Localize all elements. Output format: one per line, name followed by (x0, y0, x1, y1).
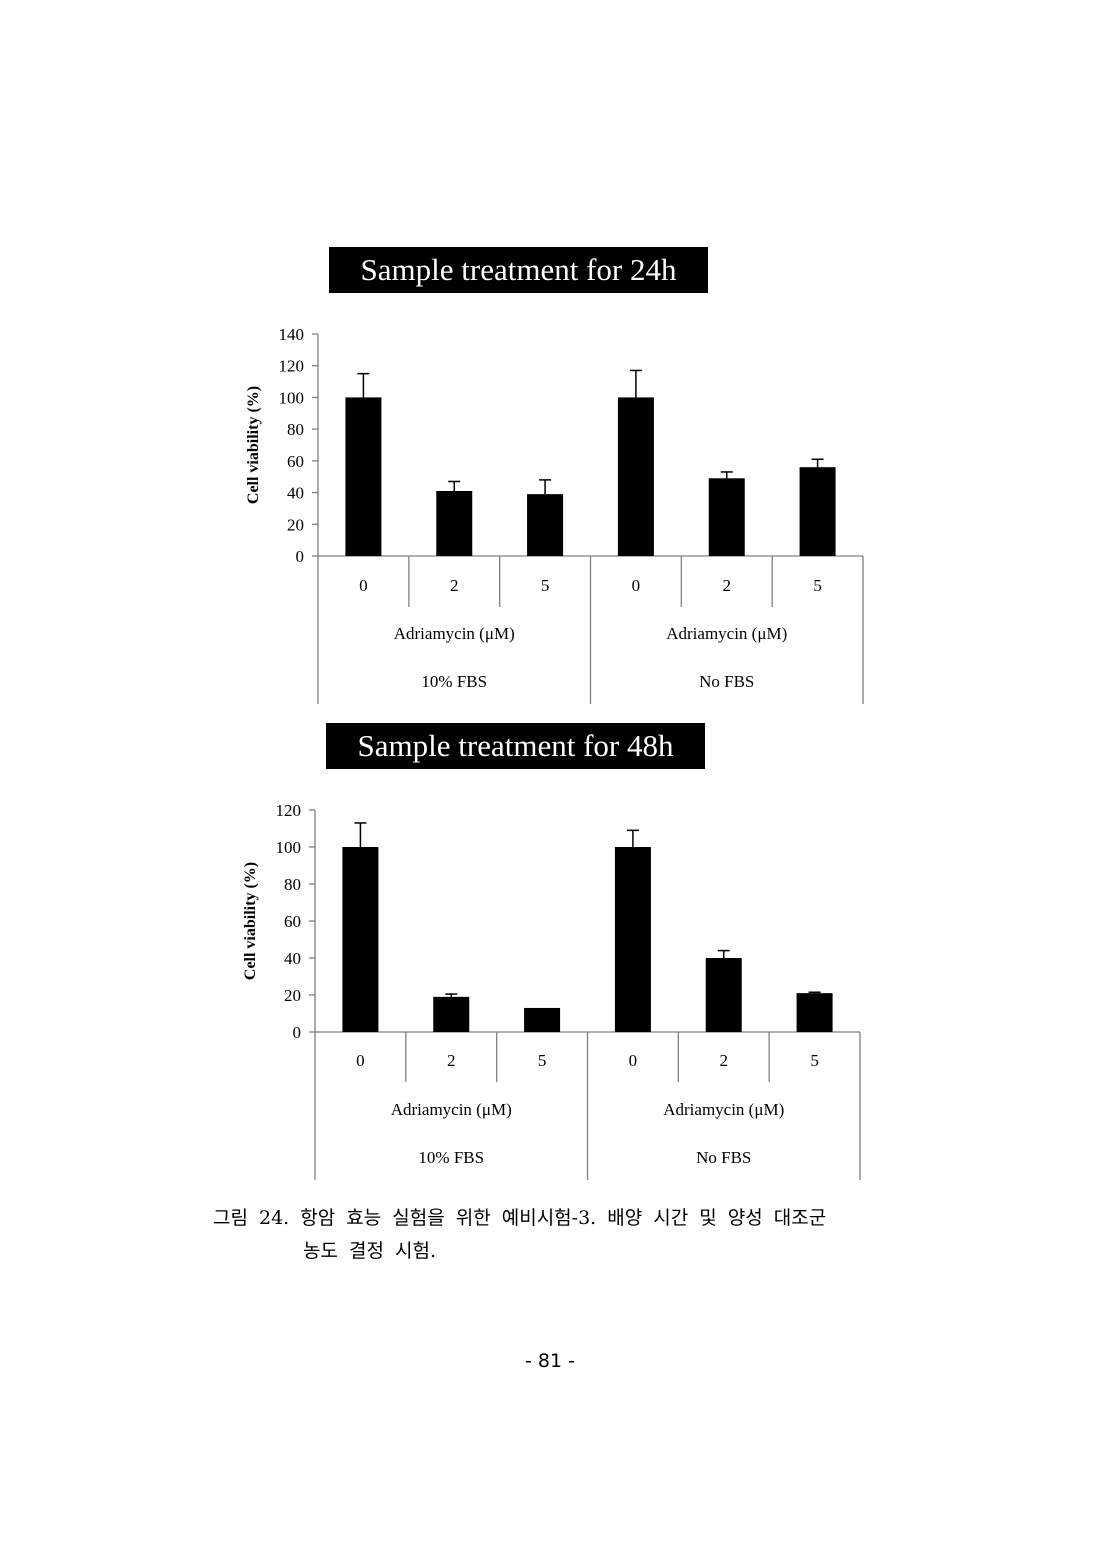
chart24-y-tick-label: 40 (287, 484, 304, 503)
chart24-y-tick-label: 80 (287, 420, 304, 439)
chart48-y-tick-label: 60 (284, 912, 301, 931)
chart24-group-condition-label: No FBS (699, 672, 754, 691)
chart48-bar-1 (342, 847, 379, 1032)
chart48-bar-3 (524, 1007, 561, 1032)
chart48-y-tick-label: 100 (276, 838, 302, 857)
chart48-category-label: 0 (629, 1051, 638, 1070)
chart24-category-label: 0 (359, 576, 368, 595)
chart24-y-axis-label: Cell viability (%) (245, 386, 262, 504)
chart48-y-tick-label: 40 (284, 949, 301, 968)
chart24-group-condition-label: 10% FBS (421, 672, 487, 691)
chart24-bar-4 (617, 397, 654, 556)
chart48-category-label: 5 (810, 1051, 819, 1070)
bar-chart-48h: 0 20 40 60 80 100 120 Cell viability (%) 0 2 5 0 2 5 A… (242, 801, 861, 1180)
chart48-category-label: 5 (538, 1051, 547, 1070)
chart24-category-label: 0 (632, 576, 641, 595)
chart48-bar-4 (614, 847, 651, 1032)
chart24-y-tick-label: 0 (296, 547, 305, 566)
bar-chart-24h: 0 20 40 60 80 100 120 140 Cell viability (%) 0 2 5 0… (245, 325, 864, 704)
chart48-group-axis-label: Adriamycin (μM) (391, 1100, 512, 1119)
chart48-bar-2 (433, 996, 470, 1032)
chart48-category-label: 0 (356, 1051, 365, 1070)
chart48-y-axis-label: Cell viability (%) (242, 862, 259, 980)
figure-caption-line2: 농도 결정 시험. (303, 1240, 436, 1262)
chart24-category-label: 2 (723, 576, 732, 595)
chart48-category-label: 2 (447, 1051, 456, 1070)
chart24-group-axis-label: Adriamycin (μM) (666, 624, 787, 643)
figure-caption-line1: 그림 24. 항암 효능 실험을 위한 예비시험-3. 배양 시간 및 양성 대… (213, 1207, 827, 1229)
chart-title-48h: Sample treatment for 48h (326, 723, 705, 769)
chart48-group-axis-label: Adriamycin (μM) (663, 1100, 784, 1119)
chart24-category-label: 2 (450, 576, 459, 595)
chart-title-24h: Sample treatment for 24h (329, 247, 708, 293)
chart48-group-condition-label: 10% FBS (418, 1148, 484, 1167)
chart48-y-tick-label: 20 (284, 986, 301, 1005)
chart24-bar-5 (708, 478, 745, 556)
chart24-category-label: 5 (541, 576, 550, 595)
chart24-category-label: 5 (813, 576, 822, 595)
chart24-bar-6 (799, 467, 836, 556)
chart24-bar-3 (527, 494, 564, 556)
page-number: - 81 - (525, 1350, 575, 1372)
chart24-y-tick-label: 120 (279, 357, 305, 376)
chart24-y-tick-label: 60 (287, 452, 304, 471)
chart48-y-tick-label: 120 (276, 801, 302, 820)
chart24-bar-1 (345, 397, 382, 556)
chart24-y-tick-label: 100 (279, 388, 305, 407)
chart48-group-condition-label: No FBS (696, 1148, 751, 1167)
chart48-y-tick-label: 80 (284, 875, 301, 894)
chart24-y-tick-label: 20 (287, 515, 304, 534)
chart24-bar-2 (436, 490, 473, 556)
chart24-y-tick-label: 140 (279, 325, 305, 344)
chart48-bar-6 (796, 993, 833, 1032)
chart48-y-tick-label: 0 (293, 1023, 302, 1042)
chart48-bar-5 (705, 958, 742, 1032)
chart48-category-label: 2 (720, 1051, 729, 1070)
chart24-group-axis-label: Adriamycin (μM) (394, 624, 515, 643)
